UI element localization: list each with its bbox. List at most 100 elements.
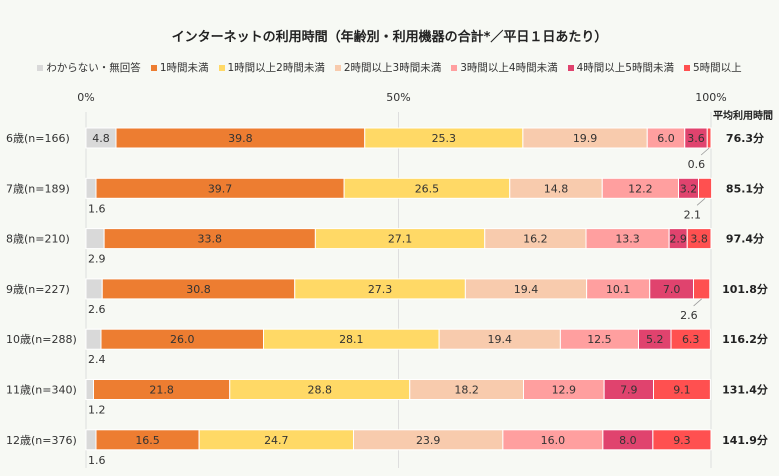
category-label: 10歳(n=288) — [6, 333, 77, 346]
bar-segment — [706, 127, 712, 149]
legend-label: 1時間未満 — [159, 62, 209, 74]
category-label: 8歳(n=210) — [6, 233, 70, 246]
average-value: 101.8分 — [722, 282, 768, 296]
legend-swatch — [567, 64, 574, 71]
data-label: 2.6 — [88, 303, 106, 316]
data-label: 1.2 — [88, 404, 106, 417]
legend-item: 1時間以上2時間未満 — [218, 60, 325, 75]
data-label: 26.5 — [415, 182, 440, 195]
legend-label: 1時間以上2時間未満 — [227, 62, 325, 74]
legend: わからない・無回答 1時間未満 1時間以上2時間未満 2時間以上3時間未満 3時間以上4… — [0, 60, 779, 75]
data-label: 0.6 — [688, 158, 706, 171]
data-label: 18.2 — [454, 384, 479, 397]
data-label: 28.1 — [339, 333, 364, 346]
bar-segment — [85, 228, 105, 250]
data-label: 7.0 — [663, 283, 681, 296]
bar-segment — [85, 177, 97, 199]
bar-segment — [670, 328, 711, 350]
average-value: 131.4分 — [722, 383, 768, 397]
x-tick-label: 0% — [77, 91, 94, 104]
data-label: 26.0 — [170, 333, 195, 346]
leader-line — [700, 147, 710, 156]
data-label: 16.2 — [523, 233, 548, 246]
leader-line — [693, 298, 702, 307]
legend-item: わからない・無回答 — [37, 60, 141, 75]
data-label: 12.2 — [628, 182, 653, 195]
bar-segment — [698, 177, 713, 199]
leader-line — [696, 197, 706, 206]
legend-swatch — [684, 64, 690, 71]
bar-segment — [85, 278, 103, 300]
data-label: 7.9 — [620, 384, 638, 397]
data-label: 16.5 — [135, 434, 160, 447]
category-label: 9歳(n=227) — [6, 283, 70, 296]
data-label: 21.8 — [149, 384, 174, 397]
data-label: 8.0 — [619, 434, 637, 447]
category-label: 7歳(n=189) — [6, 182, 70, 195]
data-label: 16.0 — [541, 434, 566, 447]
data-label: 30.8 — [186, 283, 211, 296]
data-label: 4.8 — [92, 132, 110, 145]
average-value: 116.2分 — [722, 332, 768, 346]
data-label: 9.1 — [673, 384, 691, 397]
bar-segment — [693, 278, 711, 300]
data-label: 19.4 — [514, 283, 539, 296]
average-value: 85.1分 — [726, 181, 764, 195]
legend-swatch — [218, 64, 225, 71]
data-label: 1.6 — [88, 454, 106, 467]
legend-label: 5時間以上 — [693, 62, 742, 74]
average-value: 76.3分 — [726, 131, 764, 145]
legend-label: 3時間以上4時間未満 — [460, 62, 558, 74]
average-header: 平均利用時間 — [713, 111, 773, 122]
data-label: 10.1 — [606, 283, 631, 296]
bar-segment — [686, 228, 712, 250]
data-label: 6.3 — [682, 333, 700, 346]
bar-segment — [85, 429, 97, 451]
data-label: 39.7 — [208, 182, 233, 195]
average-value: 97.4分 — [726, 232, 764, 246]
legend-swatch — [451, 64, 458, 71]
data-label: 2.9 — [669, 233, 687, 246]
bar-segment — [653, 379, 711, 400]
average-value: 141.9分 — [722, 433, 768, 447]
x-tick-label: 100% — [695, 91, 726, 104]
bar-segment — [85, 328, 102, 350]
data-label: 2.4 — [88, 353, 106, 366]
data-label: 28.8 — [308, 384, 333, 397]
data-label: 3.2 — [680, 182, 698, 195]
legend-label: 2時間以上3時間未満 — [343, 62, 442, 74]
category-label: 11歳(n=340) — [6, 384, 77, 397]
legend-item: 4時間以上5時間未満 — [567, 60, 674, 75]
data-label: 12.5 — [587, 333, 612, 346]
data-label: 5.2 — [646, 333, 664, 346]
legend-label: わからない・無回答 — [46, 62, 141, 74]
data-label: 12.9 — [552, 384, 577, 397]
legend-item: 3時間以上4時間未満 — [451, 60, 558, 75]
legend-swatch — [150, 64, 157, 71]
bar-segment — [652, 429, 712, 451]
data-label: 6.0 — [657, 132, 675, 145]
legend-item: 1時間未満 — [150, 60, 209, 75]
x-tick-label: 50% — [386, 91, 410, 104]
data-label: 27.1 — [388, 233, 413, 246]
data-label: 13.3 — [615, 233, 640, 246]
chart-title: インターネットの利用時間（年齢別・利用機器の合計*／平日１日あたり） — [171, 30, 608, 45]
data-label: 9.3 — [673, 434, 691, 447]
legend-swatch — [37, 64, 44, 71]
data-label: 2.1 — [684, 208, 702, 221]
data-label: 24.7 — [264, 434, 289, 447]
data-label: 3.6 — [687, 132, 705, 145]
legend-swatch — [334, 64, 341, 71]
bar-segment — [85, 379, 94, 400]
data-label: 14.8 — [544, 182, 569, 195]
legend-item: 2時間以上3時間未満 — [334, 60, 442, 75]
category-label: 6歳(n=166) — [6, 132, 70, 145]
data-label: 2.9 — [88, 253, 106, 266]
legend-label: 4時間以上5時間未満 — [576, 62, 674, 74]
legend-item: 5時間以上 — [684, 60, 742, 75]
data-label: 19.9 — [573, 132, 598, 145]
data-label: 1.6 — [88, 202, 106, 215]
data-label: 27.3 — [368, 283, 393, 296]
